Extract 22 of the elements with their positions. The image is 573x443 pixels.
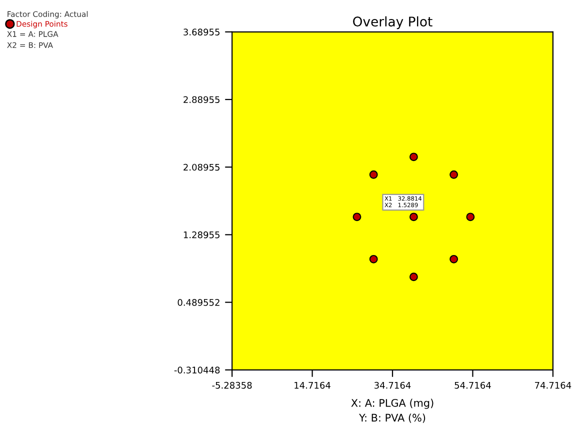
point xyxy=(466,212,475,222)
x-tick-label: 14.7164 xyxy=(294,382,330,389)
y-tick-label: 2.88955 xyxy=(184,96,220,104)
point xyxy=(409,272,418,282)
point xyxy=(409,212,418,222)
point xyxy=(352,212,362,222)
point xyxy=(450,170,458,179)
chart-title: Overlay Plot xyxy=(353,16,432,30)
x-axis-title: X: A: PLGA (mg) Y: B: PVA (%) xyxy=(351,398,434,423)
point xyxy=(409,152,418,162)
x-tick-label: -5.28358 xyxy=(212,382,252,389)
x-tick-label: 74.7164 xyxy=(535,382,572,389)
x-tick-label: 34.7164 xyxy=(374,382,411,389)
x-tick-label: 54.7164 xyxy=(454,382,491,389)
y-tick-label: 3.68955 xyxy=(184,28,220,36)
y-tick-label: 2.08955 xyxy=(184,164,220,171)
point xyxy=(369,170,378,179)
y-tick-label: 1.28955 xyxy=(184,231,220,238)
point xyxy=(450,254,458,264)
y-tick-label: -0.310448 xyxy=(174,366,220,374)
y-tick-label: 0.489552 xyxy=(178,299,220,306)
point xyxy=(369,254,378,264)
